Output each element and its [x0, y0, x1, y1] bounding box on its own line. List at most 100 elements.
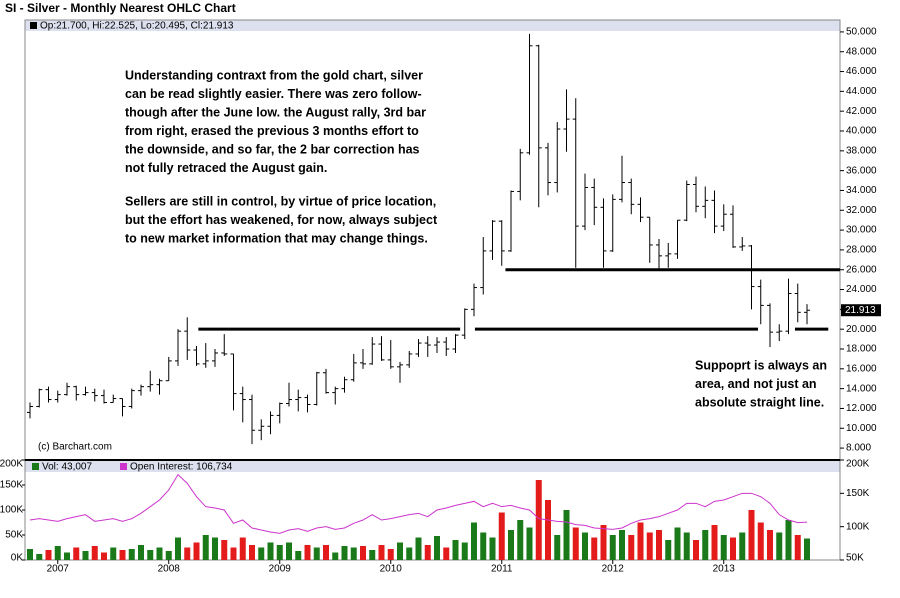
volume-bar: [572, 527, 579, 560]
y-tick-label: 42.000: [846, 106, 877, 117]
volume-bar: [360, 546, 366, 560]
y-tick-label: 10.000: [846, 423, 877, 434]
y-tick-label: 0K: [11, 553, 24, 564]
y-tick-label: 200K: [0, 459, 23, 470]
y-tick-label: 48.000: [846, 46, 877, 57]
volume-bar: [156, 547, 163, 560]
x-tick-label: 2008: [158, 564, 181, 575]
price-legend: Op:21.700, Hi:22.525, Lo:20.495, Cl:21.9…: [40, 21, 234, 32]
annotation: area, and not just an: [695, 377, 817, 391]
volume-bar: [110, 547, 117, 560]
volume-bar: [286, 542, 292, 560]
volume-bar: [406, 547, 413, 560]
volume-bar: [646, 532, 653, 560]
y2-tick-label: 200K: [846, 459, 870, 470]
volume-bar: [193, 542, 200, 560]
volume-bar: [693, 540, 699, 560]
y-tick-label: 100K: [0, 505, 23, 516]
annotation: but the effort has weakened, for now, al…: [125, 213, 438, 227]
volume-legend: Vol: 43,007: [42, 462, 92, 473]
volume-bar: [387, 549, 394, 560]
annotation: from right, erased the previous 3 months…: [125, 124, 419, 138]
volume-bar: [397, 542, 403, 560]
volume-bar: [221, 540, 228, 560]
chart-title: SI - Silver - Monthly Nearest OHLC Chart: [5, 1, 236, 15]
volume-bar: [36, 554, 43, 560]
y2-tick-label: 50K: [846, 553, 864, 564]
volume-bar: [424, 545, 431, 560]
y-tick-label: 12.000: [846, 403, 877, 414]
volume-bar: [45, 550, 52, 560]
volume-bar: [683, 532, 690, 560]
annotation: Sellers are still in control, by virtue …: [125, 194, 436, 208]
volume-bar: [785, 520, 792, 560]
volume-bar: [350, 547, 357, 560]
volume-bar: [730, 537, 736, 560]
volume-bar: [563, 510, 570, 560]
volume-bar: [637, 522, 644, 560]
volume-bar: [767, 530, 773, 560]
last-price-box: [841, 304, 881, 317]
volume-bar: [304, 545, 311, 560]
volume-bar: [82, 551, 89, 560]
volume-bar: [323, 545, 329, 560]
y2-tick-label: 100K: [846, 521, 870, 532]
x-tick-label: 2009: [269, 564, 292, 575]
oi-legend: Open Interest: 106,734: [130, 462, 233, 473]
copyright: (c) Barchart.com: [38, 442, 112, 453]
volume-bar: [591, 537, 598, 560]
volume-bar: [702, 530, 709, 560]
volume-bar: [776, 532, 783, 560]
volume-bar: [165, 551, 172, 560]
y-tick-label: 44.000: [846, 86, 877, 97]
volume-bar: [239, 537, 246, 560]
y-tick-label: 50K: [5, 530, 23, 541]
x-tick-label: 2011: [491, 564, 513, 575]
y-tick-label: 8.000: [846, 443, 871, 454]
volume-bar: [276, 545, 283, 560]
y-tick-label: 30.000: [846, 225, 877, 236]
volume-bar: [600, 525, 607, 560]
y-tick-label: 34.000: [846, 185, 877, 196]
volume-bar: [452, 540, 459, 560]
volume-bar: [582, 532, 588, 560]
last-price-label: 21.913: [845, 305, 876, 316]
volume-bar: [535, 480, 542, 560]
x-tick-label: 2013: [713, 564, 736, 575]
volume-bar: [711, 525, 718, 560]
volume-bar: [628, 535, 635, 560]
volume-bar: [609, 535, 616, 560]
volume-bar: [665, 540, 672, 560]
volume-bar: [720, 535, 727, 560]
annotation: not fully retraced the August gain.: [125, 161, 327, 175]
y-tick-label: 32.000: [846, 205, 877, 216]
volume-bar: [415, 537, 422, 560]
annotation: the downside, and so far, the 2 bar corr…: [125, 142, 420, 156]
volume-bar: [757, 522, 764, 560]
legend-swatch: [120, 463, 127, 470]
legend-swatch: [32, 463, 39, 470]
volume-bar: [526, 527, 533, 560]
volume-bar: [498, 512, 505, 560]
annotation: Understanding contraxt from the gold cha…: [125, 68, 423, 82]
y-tick-label: 40.000: [846, 126, 877, 137]
volume-bar: [258, 547, 265, 560]
annotation: can be read slightly easier. There was z…: [125, 87, 422, 101]
volume-bar: [147, 550, 154, 560]
volume-bar: [508, 530, 514, 560]
volume-bar: [378, 545, 385, 560]
volume-bar: [794, 535, 801, 560]
volume-bar: [461, 542, 468, 560]
volume-bar: [804, 538, 810, 560]
y-tick-label: 46.000: [846, 66, 877, 77]
legend-strip: [25, 460, 840, 472]
annotation: Suppoprt is always an: [695, 358, 827, 372]
open-interest-line: [29, 473, 808, 534]
x-tick-label: 2007: [47, 564, 70, 575]
y-tick-label: 36.000: [846, 165, 877, 176]
volume-bar: [128, 549, 135, 560]
y-tick-label: 38.000: [846, 145, 877, 156]
volume-bar: [443, 547, 450, 560]
volume-bar: [369, 550, 376, 560]
volume-bar: [249, 545, 255, 560]
